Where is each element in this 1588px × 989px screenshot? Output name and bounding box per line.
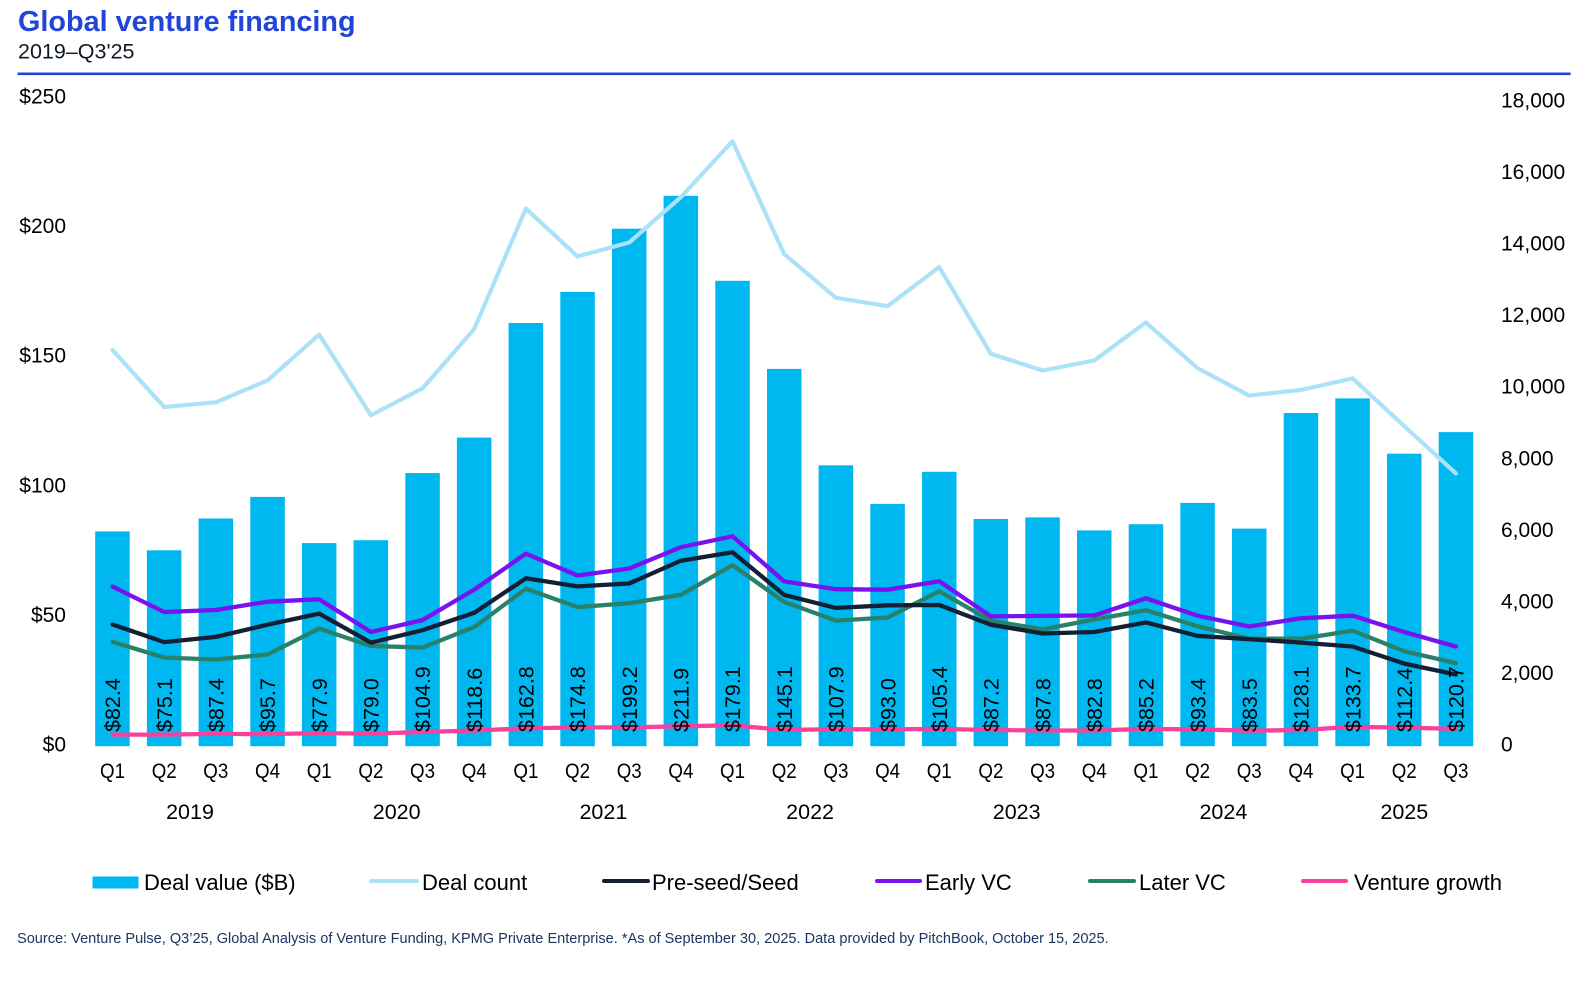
svg-text:Q1: Q1 — [100, 759, 125, 783]
svg-text:$0: $0 — [43, 734, 66, 757]
svg-text:2022: 2022 — [786, 800, 834, 824]
svg-text:$200: $200 — [19, 215, 66, 238]
svg-text:Global venture financing: Global venture financing — [18, 6, 356, 38]
svg-text:Q3: Q3 — [1237, 759, 1262, 783]
svg-text:Q4: Q4 — [462, 759, 487, 783]
svg-text:Early VC: Early VC — [925, 870, 1012, 895]
svg-text:2019–Q3'25: 2019–Q3'25 — [18, 40, 135, 64]
svg-text:$120.7: $120.7 — [1445, 666, 1469, 732]
svg-text:Q3: Q3 — [823, 759, 848, 783]
svg-text:10,000: 10,000 — [1501, 376, 1565, 399]
svg-text:2023: 2023 — [993, 800, 1041, 824]
svg-text:Q4: Q4 — [875, 759, 900, 783]
svg-text:Q1: Q1 — [1340, 759, 1365, 783]
svg-text:Q2: Q2 — [1185, 759, 1210, 783]
svg-text:Source: Venture Pulse, Q3’25,: Source: Venture Pulse, Q3’25, Global Ana… — [17, 931, 1109, 947]
svg-text:$162.8: $162.8 — [515, 666, 539, 732]
svg-text:Q1: Q1 — [720, 759, 745, 783]
svg-text:$199.2: $199.2 — [618, 666, 642, 732]
svg-text:$179.1: $179.1 — [721, 666, 745, 732]
svg-text:Deal value ($B): Deal value ($B) — [144, 870, 296, 895]
svg-text:Q4: Q4 — [668, 759, 693, 783]
svg-text:$133.7: $133.7 — [1341, 666, 1365, 732]
svg-text:18,000: 18,000 — [1501, 90, 1565, 113]
svg-text:Q3: Q3 — [410, 759, 435, 783]
svg-text:$79.0: $79.0 — [360, 678, 384, 732]
svg-text:12,000: 12,000 — [1501, 304, 1565, 327]
svg-text:$85.2: $85.2 — [1135, 678, 1159, 732]
svg-text:$104.9: $104.9 — [411, 666, 435, 732]
svg-text:Deal count: Deal count — [422, 870, 527, 895]
svg-text:Q2: Q2 — [358, 759, 383, 783]
svg-text:Q3: Q3 — [1443, 759, 1468, 783]
svg-text:Q4: Q4 — [1082, 759, 1107, 783]
svg-text:Q4: Q4 — [255, 759, 280, 783]
svg-text:2025: 2025 — [1380, 800, 1428, 824]
svg-text:$211.9: $211.9 — [670, 668, 694, 732]
svg-text:Q1: Q1 — [927, 759, 952, 783]
svg-text:2024: 2024 — [1199, 800, 1247, 824]
svg-text:$93.0: $93.0 — [876, 678, 900, 732]
svg-text:$93.4: $93.4 — [1186, 678, 1210, 732]
svg-text:$87.2: $87.2 — [980, 678, 1004, 732]
svg-text:Q2: Q2 — [152, 759, 177, 783]
svg-text:8,000: 8,000 — [1501, 447, 1554, 470]
svg-text:Later VC: Later VC — [1139, 870, 1226, 895]
svg-text:$87.8: $87.8 — [1031, 678, 1055, 732]
svg-text:$174.8: $174.8 — [566, 666, 590, 732]
svg-text:$87.4: $87.4 — [205, 678, 229, 732]
svg-text:Q1: Q1 — [307, 759, 332, 783]
svg-text:6,000: 6,000 — [1501, 519, 1554, 542]
svg-text:$250: $250 — [19, 86, 66, 109]
svg-text:$82.8: $82.8 — [1083, 678, 1107, 732]
svg-text:Q2: Q2 — [772, 759, 797, 783]
svg-text:$83.5: $83.5 — [1238, 678, 1262, 732]
svg-text:$75.1: $75.1 — [153, 678, 177, 732]
svg-text:$128.1: $128.1 — [1290, 666, 1314, 732]
svg-text:Q2: Q2 — [978, 759, 1003, 783]
svg-text:$95.7: $95.7 — [256, 678, 280, 732]
svg-text:Venture growth: Venture growth — [1354, 870, 1502, 895]
svg-text:$50: $50 — [31, 604, 66, 627]
svg-text:2019: 2019 — [166, 800, 214, 824]
svg-text:Q4: Q4 — [1288, 759, 1313, 783]
svg-text:Q2: Q2 — [1392, 759, 1417, 783]
svg-text:$105.4: $105.4 — [928, 666, 952, 732]
svg-text:$82.4: $82.4 — [101, 678, 125, 732]
svg-text:$112.4: $112.4 — [1393, 668, 1417, 732]
svg-text:$107.9: $107.9 — [825, 666, 849, 732]
svg-text:Pre-seed/Seed: Pre-seed/Seed — [652, 870, 799, 895]
svg-text:$118.6: $118.6 — [463, 668, 487, 732]
svg-text:$77.9: $77.9 — [308, 678, 332, 732]
svg-text:2020: 2020 — [373, 800, 421, 824]
svg-text:16,000: 16,000 — [1501, 161, 1565, 184]
svg-text:Q3: Q3 — [1030, 759, 1055, 783]
svg-text:4,000: 4,000 — [1501, 590, 1554, 613]
svg-text:2,000: 2,000 — [1501, 662, 1554, 685]
svg-text:$150: $150 — [19, 345, 66, 368]
svg-text:2021: 2021 — [579, 800, 627, 824]
svg-text:$100: $100 — [19, 474, 66, 497]
svg-text:Q3: Q3 — [203, 759, 228, 783]
svg-text:14,000: 14,000 — [1501, 233, 1565, 256]
svg-text:Q3: Q3 — [617, 759, 642, 783]
svg-text:Q2: Q2 — [565, 759, 590, 783]
svg-text:Q1: Q1 — [1133, 759, 1158, 783]
svg-text:0: 0 — [1501, 734, 1513, 757]
svg-text:Q1: Q1 — [513, 759, 538, 783]
svg-text:$145.1: $145.1 — [773, 666, 797, 732]
